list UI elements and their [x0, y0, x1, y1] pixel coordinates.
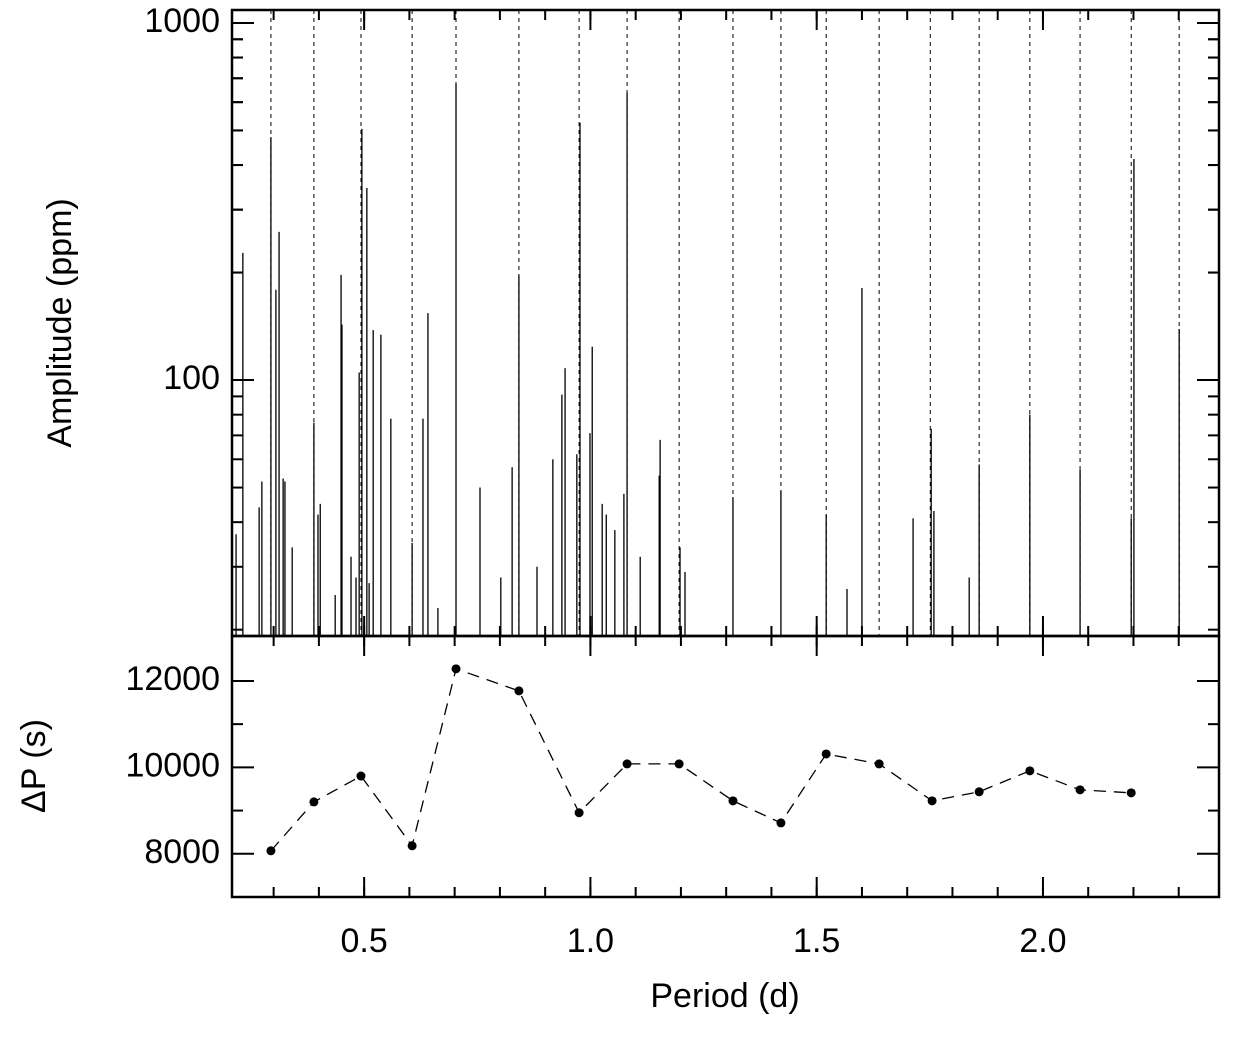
point	[874, 759, 884, 769]
y-tick-label: 100	[163, 359, 220, 397]
point	[451, 664, 461, 674]
point	[728, 796, 738, 806]
plot-frame	[230, 8, 1221, 638]
series-line	[270, 667, 1132, 852]
point	[309, 797, 319, 807]
y-tick-label: 10000	[125, 746, 220, 784]
y-axis-title: ΔP (s)	[15, 719, 53, 813]
y-axis-title: Amplitude (ppm)	[41, 198, 79, 447]
point	[821, 749, 831, 759]
y-tick-label: 1000	[144, 2, 220, 40]
point	[674, 759, 684, 769]
y-tick-label: 12000	[125, 660, 220, 698]
x-axis-title: Period (d)	[650, 977, 799, 1015]
point	[1126, 788, 1136, 798]
x-tick-label: 1.0	[567, 922, 614, 960]
point	[974, 787, 984, 797]
point	[1025, 766, 1035, 776]
point	[574, 808, 584, 818]
point	[622, 759, 632, 769]
y-tick-label: 8000	[144, 833, 220, 871]
x-tick-label: 0.5	[341, 922, 388, 960]
plot-frame	[230, 634, 1221, 899]
point	[356, 771, 366, 781]
x-tick-label: 1.5	[793, 922, 840, 960]
point	[266, 846, 276, 856]
x-tick-label: 2.0	[1019, 922, 1066, 960]
point	[776, 818, 786, 828]
point	[927, 796, 937, 806]
point	[407, 841, 417, 851]
point	[514, 686, 524, 696]
point	[1075, 785, 1085, 795]
